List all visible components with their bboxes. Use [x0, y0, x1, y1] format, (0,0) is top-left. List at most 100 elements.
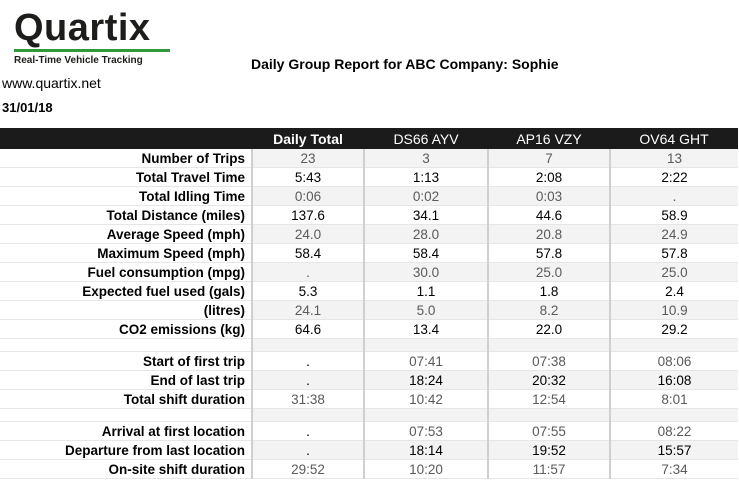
table-row: Departure from last location . 18:14 19:…	[0, 440, 738, 460]
table-cell: 2.4	[609, 281, 738, 301]
table-cell: 44.6	[487, 205, 610, 225]
table-cell: 08:22	[609, 421, 738, 441]
table-cell: 22.0	[487, 319, 610, 339]
row-label: (litres)	[0, 300, 252, 320]
logo-underline	[14, 49, 170, 52]
table-cell	[363, 408, 488, 422]
table-cell: .	[251, 440, 364, 460]
table-cell: 0:06	[251, 186, 364, 206]
table-cell: 57.8	[487, 243, 610, 263]
spacer-row	[0, 408, 738, 422]
table-cell: 7:34	[609, 459, 738, 479]
table-cell: 20:32	[487, 370, 610, 390]
table-row: Total shift duration 31:38 10:42 12:54 8…	[0, 389, 738, 409]
table-row: Expected fuel used (gals) 5.3 1.1 1.8 2.…	[0, 281, 738, 301]
table-row: Maximum Speed (mph) 58.4 58.4 57.8 57.8	[0, 243, 738, 263]
table-cell: .	[251, 351, 364, 371]
table-cell: .	[251, 370, 364, 390]
row-label: Maximum Speed (mph)	[0, 243, 252, 263]
table-cell: 58.4	[363, 243, 488, 263]
table-cell: 34.1	[363, 205, 488, 225]
table-cell: 5:43	[251, 167, 364, 187]
column-header: DS66 AYV	[364, 128, 488, 149]
table-cell: 0:03	[487, 186, 610, 206]
row-label: Departure from last location	[0, 440, 252, 460]
table-cell: 5.3	[251, 281, 364, 301]
spacer-row	[0, 338, 738, 352]
website-url: www.quartix.net	[2, 75, 101, 91]
table-cell: 31:38	[251, 389, 364, 409]
table-cell: 1.8	[487, 281, 610, 301]
quartix-logo: Quartix Real-Time Vehicle Tracking	[14, 8, 170, 66]
table-cell	[251, 338, 364, 352]
table-cell: 08:06	[609, 351, 738, 371]
table-cell: 8.2	[487, 300, 610, 320]
table-cell	[487, 338, 610, 352]
table-cell: 25.0	[487, 262, 610, 282]
table-cell: 57.8	[609, 243, 738, 263]
table-cell: 3	[363, 149, 488, 168]
table-cell: 07:41	[363, 351, 488, 371]
table-row: Total Idling Time 0:06 0:02 0:03 .	[0, 186, 738, 206]
row-label: Total Travel Time	[0, 167, 252, 187]
table-cell: 18:14	[363, 440, 488, 460]
table-cell: 16:08	[609, 370, 738, 390]
table-cell: 2:08	[487, 167, 610, 187]
table-cell	[609, 338, 738, 352]
table-cell	[363, 338, 488, 352]
table-cell: 10.9	[609, 300, 738, 320]
table-cell: 07:55	[487, 421, 610, 441]
column-header: Daily Total	[252, 128, 364, 149]
table-cell: 13	[609, 149, 738, 168]
row-label: End of last trip	[0, 370, 252, 390]
table-cell: 07:38	[487, 351, 610, 371]
table-cell: 25.0	[609, 262, 738, 282]
row-label: CO2 emissions (kg)	[0, 319, 252, 339]
table-cell: 28.0	[363, 224, 488, 244]
report-table: Daily Total DS66 AYV AP16 VZY OV64 GHT N…	[0, 128, 738, 479]
row-label: On-site shift duration	[0, 459, 252, 479]
table-row: Total Travel Time 5:43 1:13 2:08 2:22	[0, 167, 738, 187]
row-label	[0, 338, 252, 352]
table-cell	[251, 408, 364, 422]
table-cell: 10:20	[363, 459, 488, 479]
table-row: End of last trip . 18:24 20:32 16:08	[0, 370, 738, 390]
table-cell: 1.1	[363, 281, 488, 301]
row-label: Expected fuel used (gals)	[0, 281, 252, 301]
table-cell: 10:42	[363, 389, 488, 409]
row-label: Start of first trip	[0, 351, 252, 371]
header-label-cell	[0, 128, 252, 149]
row-label: Total Distance (miles)	[0, 205, 252, 225]
table-cell: 0:02	[363, 186, 488, 206]
table-row: CO2 emissions (kg) 64.6 13.4 22.0 29.2	[0, 319, 738, 339]
table-cell: 8:01	[609, 389, 738, 409]
row-label	[0, 408, 252, 422]
report-date: 31/01/18	[2, 100, 53, 115]
table-row: Start of first trip . 07:41 07:38 08:06	[0, 351, 738, 371]
table-cell: 2:22	[609, 167, 738, 187]
table-cell: 24.9	[609, 224, 738, 244]
row-label: Number of Trips	[0, 149, 252, 168]
row-label: Total shift duration	[0, 389, 252, 409]
table-cell: 30.0	[363, 262, 488, 282]
row-label: Total Idling Time	[0, 186, 252, 206]
table-cell: 58.4	[251, 243, 364, 263]
table-cell: 07:53	[363, 421, 488, 441]
row-label: Arrival at first location	[0, 421, 252, 441]
table-cell: 58.9	[609, 205, 738, 225]
table-cell: 13.4	[363, 319, 488, 339]
table-cell: 24.0	[251, 224, 364, 244]
table-row: Average Speed (mph) 24.0 28.0 20.8 24.9	[0, 224, 738, 244]
table-cell: 15:57	[609, 440, 738, 460]
table-cell	[609, 408, 738, 422]
row-label: Fuel consumption (mpg)	[0, 262, 252, 282]
table-cell: 18:24	[363, 370, 488, 390]
table-cell: 137.6	[251, 205, 364, 225]
column-header: AP16 VZY	[488, 128, 610, 149]
table-row: (litres) 24.1 5.0 8.2 10.9	[0, 300, 738, 320]
table-cell: 29.2	[609, 319, 738, 339]
table-row: Fuel consumption (mpg) . 30.0 25.0 25.0	[0, 262, 738, 282]
table-cell: 24.1	[251, 300, 364, 320]
table-cell: 7	[487, 149, 610, 168]
table-cell: 19:52	[487, 440, 610, 460]
